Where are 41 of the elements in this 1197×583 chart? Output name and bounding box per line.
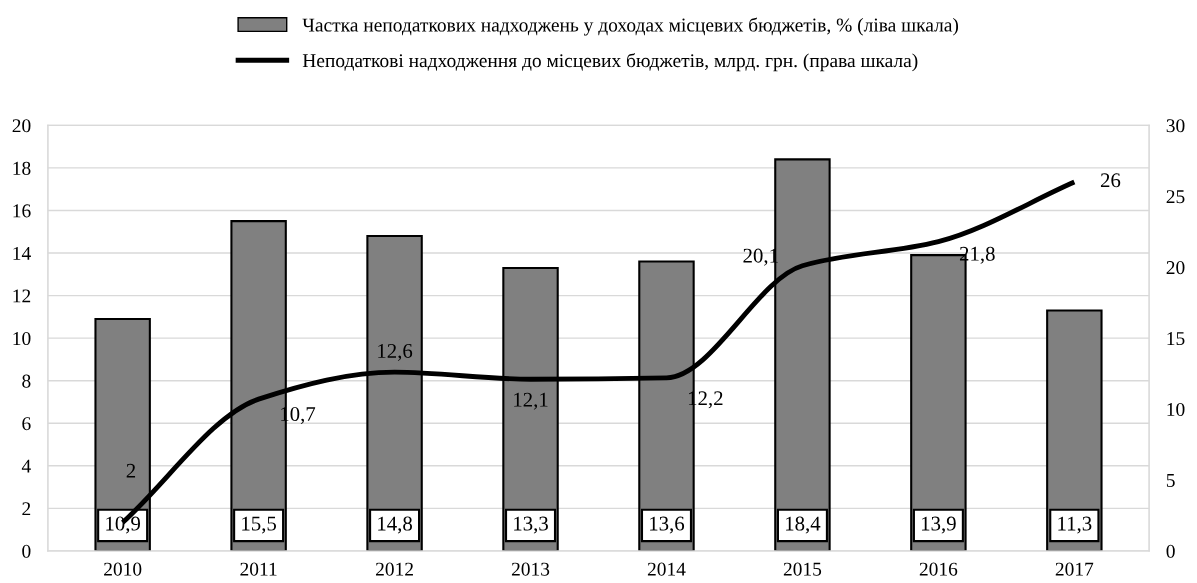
y2-tick-label: 20 [1166,261,1185,275]
y-tick-label: 16 [13,204,31,218]
y2-tick-label: 15 [1167,332,1185,346]
data-label: 12,1 [514,392,548,410]
legend-label: Неподаткові надходження до місцевих бюджетів, млрд. грн. (права шкала) [302,53,918,72]
y2-tick-label: 0 [1166,544,1175,558]
y-tick-label: 6 [22,417,31,431]
y2-tick-label: 5 [1166,474,1175,487]
y-tick-label: 4 [21,459,31,473]
x-tick-label: 2016 [919,562,958,576]
x-tick-label: 2014 [647,562,686,576]
y2-tick-label: 10 [1167,402,1185,417]
y-tick-label: 20 [12,119,31,133]
legend-label: Частка неподаткових надходжень у доходах місцевих бюджетів, % (ліва шкала) [302,17,959,36]
x-tick-label: 2012 [375,562,413,576]
y-tick-label: 14 [13,246,31,260]
x-tick-label: 2015 [783,562,822,576]
data-label: 15,5 [242,516,277,534]
y2-tick-label: 25 [1166,190,1185,204]
y-tick-label: 12 [13,289,31,303]
x-tick-label: 2017 [1055,562,1094,576]
data-label: 12,6 [378,343,413,361]
x-tick-label: 2011 [240,562,277,576]
y-tick-label: 10 [13,331,31,346]
data-label: 2 [126,463,136,478]
y-tick-label: 18 [13,161,31,175]
data-label: 13,9 [921,516,956,534]
data-label: 26 [1100,173,1121,188]
data-label: 18,4 [786,516,821,534]
y-tick-label: 0 [22,544,31,558]
x-tick-label: 2013 [511,562,550,576]
x-tick-label: 2010 [104,562,142,576]
data-label: 13,3 [514,516,548,534]
data-label: 11,3 [1058,516,1092,534]
y-tick-label: 8 [22,374,31,388]
data-label: 21,8 [959,246,995,264]
data-label: 10,9 [106,516,141,534]
y2-tick-label: 30 [1166,119,1185,133]
data-label: 13,6 [650,516,685,534]
data-label: 14,8 [378,516,412,534]
y-tick-label: 2 [22,502,31,516]
